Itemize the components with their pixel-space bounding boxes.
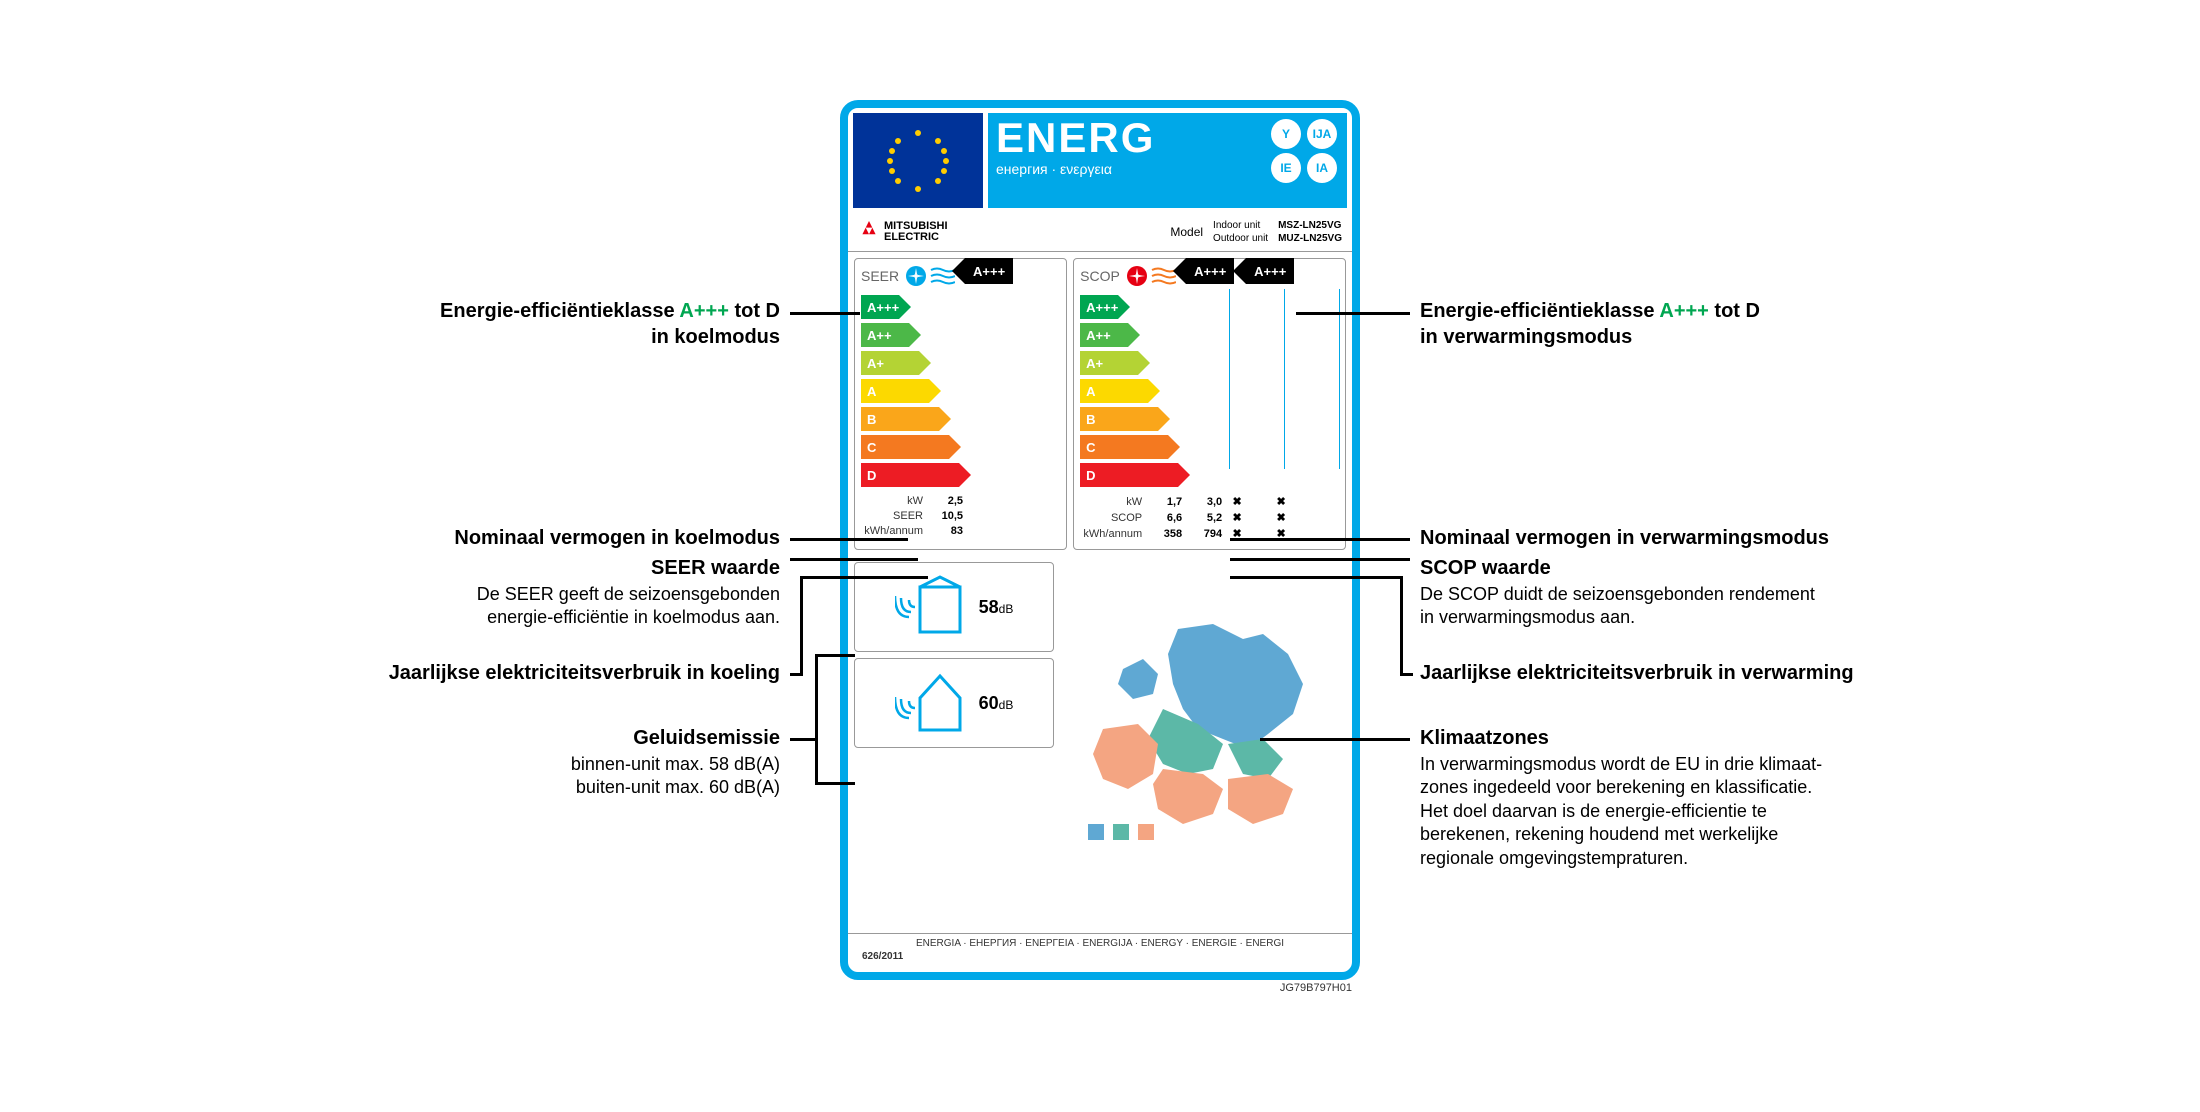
efficiency-bar: A++ [861, 323, 909, 347]
efficiency-bar: A [861, 379, 929, 403]
seer-efficiency-bars: A+++ A++ A+ ABCD [861, 295, 1060, 487]
leader-l4c [790, 673, 803, 676]
efficiency-bar: A [1080, 379, 1148, 403]
cooling-icon [905, 265, 955, 287]
leader-r4c [1400, 673, 1413, 676]
leader-l3 [790, 558, 918, 561]
modes-row: SEER A+++A++A+ABCD A+++ kW2,5 SEER10,5 k… [848, 252, 1352, 556]
unit-models: MSZ-LN25VG MUZ-LN25VG [1278, 219, 1342, 245]
callout-sound: Geluidsemissie binnen-unit max. 58 dB(A)… [300, 725, 780, 800]
leader-l1 [790, 312, 860, 315]
efficiency-bar: D [861, 463, 959, 487]
label-header: ENERG енергия · ενεργεια Y IJA IE IA [853, 113, 1347, 208]
energ-badges: Y IJA IE IA [1271, 119, 1339, 183]
diagram-container: ENERG енергия · ενεργεια Y IJA IE IA MIT… [0, 0, 2200, 1112]
leader-r2 [1230, 538, 1410, 541]
efficiency-bar: A+ [1080, 351, 1138, 375]
efficiency-bar: A+++ [861, 295, 899, 319]
callout-annual-cool: Jaarlijkse elektriciteitsverbruik in koe… [200, 660, 780, 686]
leader-l4b [800, 576, 803, 673]
leader-l5a [815, 654, 818, 784]
efficiency-bar: C [861, 435, 949, 459]
callout-nominal-cool: Nominaal vermogen in koelmodus [300, 525, 780, 551]
indoor-sound-icon [895, 572, 965, 642]
callout-scop: SCOP waarde De SCOP duidt de seizoensgeb… [1420, 555, 2070, 630]
leader-r4a [1230, 576, 1400, 579]
efficiency-bar: A+++ [1080, 295, 1118, 319]
efficiency-bar: A++ [1080, 323, 1128, 347]
leader-r4b [1400, 576, 1403, 673]
callout-eff-cooling: Energie-efficiëntieklasse A+++ tot D in … [230, 298, 780, 350]
callout-seer: SEER waarde De SEER geeft de seizoensgeb… [300, 555, 780, 630]
seer-data: kW2,5 SEER10,5 kWh/annum83 [861, 495, 1060, 537]
label-footer: ENERGIA · ЕНЕРГИЯ · ΕΝΕΡΓΕΙΑ · ENERGIJA … [848, 933, 1352, 966]
efficiency-bar: B [1080, 407, 1158, 431]
unit-labels: Indoor unit Outdoor unit [1213, 219, 1268, 245]
footer-langs: ENERGIA · ЕНЕРГИЯ · ΕΝΕΡΓΕΙΑ · ENERGIJA … [852, 938, 1348, 949]
outdoor-sound-box: 60dB [854, 658, 1054, 748]
model-label: Model [1170, 225, 1203, 239]
seer-column: SEER A+++A++A+ABCD A+++ kW2,5 SEER10,5 k… [854, 258, 1067, 550]
scop-selected-arrow-2: A+++ [1246, 258, 1294, 284]
mitsubishi-logo: MITSUBISHIELECTRIC [858, 221, 948, 243]
efficiency-bar: C [1080, 435, 1168, 459]
badge-y: Y [1271, 119, 1301, 149]
brand-row: MITSUBISHIELECTRIC Model Indoor unit Out… [848, 213, 1352, 252]
leader-l4a [800, 576, 928, 579]
scop-data: kW1,73,0✖ ✖ SCOP6,65,2✖ ✖ kWh/annum35879… [1080, 495, 1339, 540]
scop-selected-arrow-1: A+++ [1186, 258, 1234, 284]
badge-ija: IJA [1307, 119, 1337, 149]
outdoor-sound-value: 60dB [979, 693, 1014, 714]
badge-ia: IA [1307, 153, 1337, 183]
scop-column: SCOP A+++A++A+ABCD A+++ A+++ kW1,73,0✖ ✖… [1073, 258, 1346, 550]
outdoor-sound-icon [895, 668, 965, 738]
leader-l5d [790, 738, 816, 741]
leader-l5c [815, 782, 855, 785]
climate-map [1068, 614, 1348, 849]
heating-icon [1126, 265, 1176, 287]
scop-efficiency-bars: A+++ A++ A+ ABCD [1080, 295, 1339, 487]
leader-r3 [1230, 558, 1410, 561]
indoor-sound-value: 58dB [979, 597, 1014, 618]
footer-regulation: 626/2011 [852, 951, 1348, 962]
leader-l5b [815, 654, 855, 657]
efficiency-bar: A+ [861, 351, 919, 375]
model-info: Model Indoor unit Outdoor unit MSZ-LN25V… [1170, 219, 1342, 245]
callout-eff-heating: Energie-efficiëntieklasse A+++ tot D in … [1420, 298, 2020, 350]
leader-r1 [1296, 312, 1410, 315]
eu-flag-icon [853, 113, 983, 208]
efficiency-bar: D [1080, 463, 1178, 487]
badge-ie: IE [1271, 153, 1301, 183]
leader-r5 [1260, 738, 1410, 741]
callout-nominal-heat: Nominaal vermogen in verwarmingsmodus [1420, 525, 2070, 551]
energ-block: ENERG енергия · ενεργεια Y IJA IE IA [988, 113, 1347, 208]
efficiency-bar: B [861, 407, 939, 431]
label-code: JG79B797H01 [1280, 982, 1352, 994]
callout-climate: Klimaatzones In verwarmingsmodus wordt d… [1420, 725, 2120, 870]
callout-annual-heat: Jaarlijkse elektriciteitsverbruik in ver… [1420, 660, 2120, 686]
seer-selected-arrow: A+++ [965, 258, 1013, 284]
leader-l2 [790, 538, 908, 541]
